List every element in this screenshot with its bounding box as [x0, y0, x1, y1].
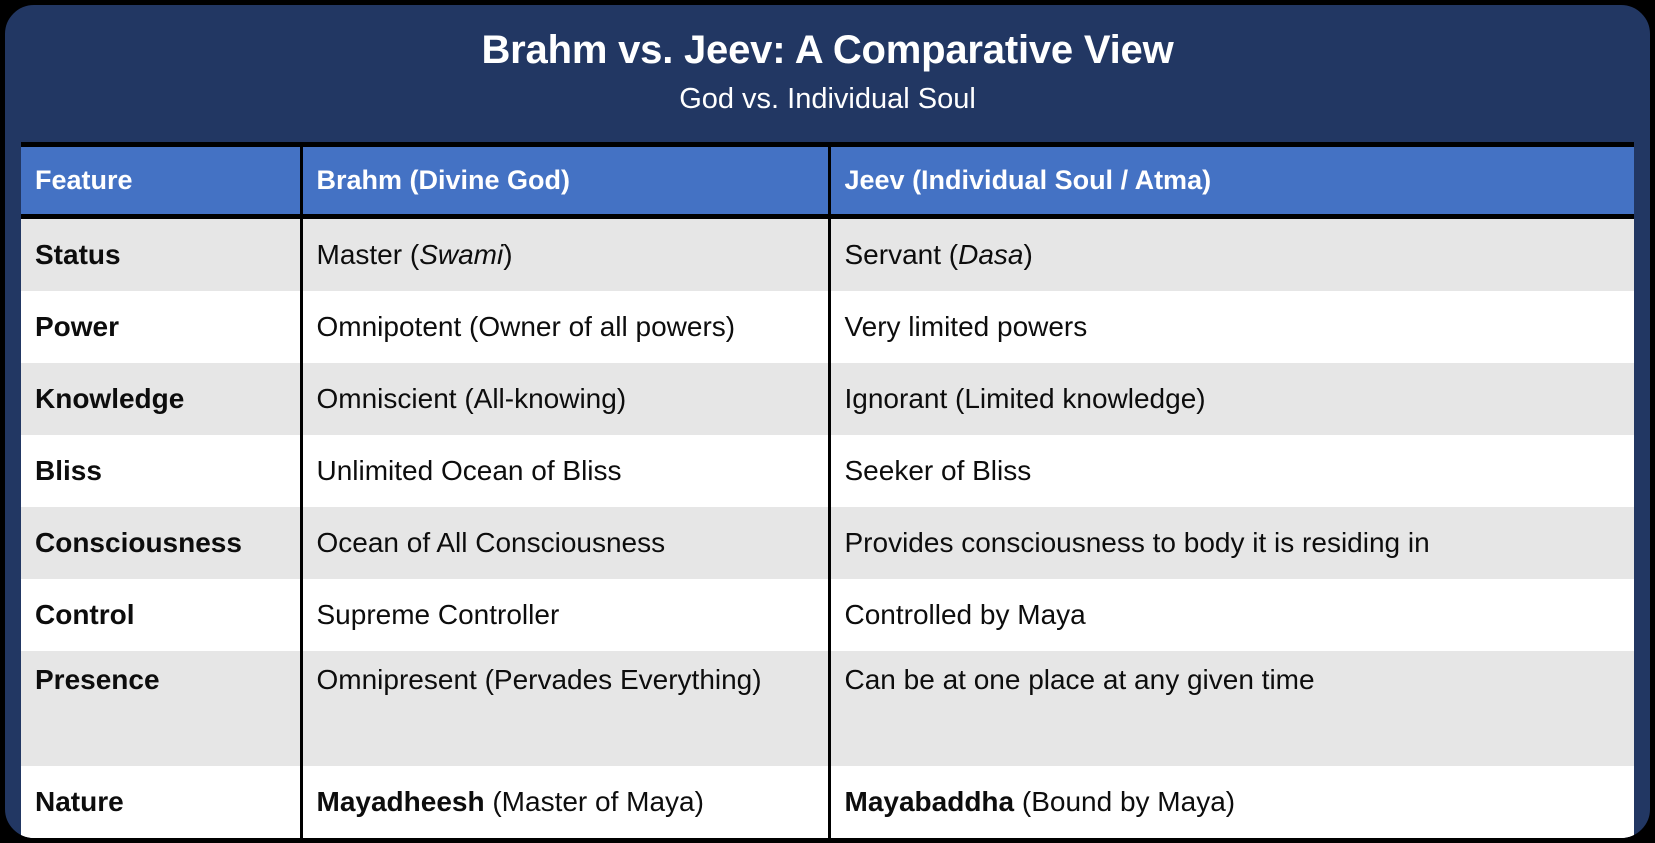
row-feature-label: Presence — [35, 664, 160, 695]
row-feature-label: Control — [35, 598, 135, 630]
table-row: Consciousness Ocean of All Consciousness… — [21, 507, 1634, 579]
row-jeev-value: Controlled by Maya — [827, 579, 1634, 651]
row-brahm-value: Supreme Controller — [299, 579, 829, 651]
row-feature-label: Power — [35, 310, 120, 342]
row-feature-label: Knowledge — [35, 382, 185, 414]
text-post: ) — [1023, 238, 1033, 270]
comparison-table-wrapper: Feature Brahm (Divine God) Jeev (Individ… — [21, 142, 1634, 838]
row-jeev-value: Seeker of Bliss — [827, 435, 1634, 507]
row-jeev-value: Very limited powers — [827, 291, 1634, 363]
row-jeev-value: Servant (Dasa) — [827, 216, 1634, 291]
table-row: Power Omnipotent (Owner of all powers) V… — [21, 291, 1634, 363]
table-row: Nature Mayadheesh (Master of Maya) Mayab… — [21, 766, 1634, 838]
text-strong: Mayadheesh — [316, 785, 485, 817]
column-header-feature: Feature — [21, 147, 301, 219]
table-row: Status Master (Swami) Servant (Dasa) — [21, 216, 1634, 291]
page-subtitle: God vs. Individual Soul — [679, 83, 976, 115]
row-brahm-value: Omnipotent (Owner of all powers) — [299, 291, 829, 363]
text-rest: (Bound by Maya) — [1014, 785, 1236, 817]
row-brahm-value: Master (Swami) — [299, 216, 829, 291]
text-emphasis: Swami — [419, 238, 504, 270]
table-row: Presence Omnipresent (Pervades Everythin… — [21, 651, 1634, 766]
table-row: Knowledge Omniscient (All-knowing) Ignor… — [21, 363, 1634, 435]
table-header-row: Feature Brahm (Divine God) Jeev (Individ… — [21, 147, 1634, 219]
text-pre: Servant ( — [844, 238, 959, 270]
text-pre: Master ( — [316, 238, 420, 270]
row-jeev-value: Provides consciousness to body it is res… — [827, 507, 1634, 579]
row-brahm-value: Omniscient (All-knowing) — [299, 363, 829, 435]
table-row: Bliss Unlimited Ocean of Bliss Seeker of… — [21, 435, 1634, 507]
page-title: Brahm vs. Jeev: A Comparative View — [481, 28, 1174, 72]
text-strong: Mayabaddha — [844, 785, 1015, 817]
text-post: ) — [503, 238, 513, 270]
row-brahm-value: Mayadheesh (Master of Maya) — [299, 766, 829, 838]
text-rest: (Master of Maya) — [484, 785, 704, 817]
table-row: Control Supreme Controller Controlled by… — [21, 579, 1634, 651]
row-feature-label: Status — [35, 238, 121, 270]
row-jeev-value: Ignorant (Limited knowledge) — [827, 363, 1634, 435]
row-brahm-value: Ocean of All Consciousness — [299, 507, 829, 579]
table-body: Status Master (Swami) Servant (Dasa) Pow… — [21, 216, 1634, 838]
row-jeev-value: Can be at one place at any given time — [827, 651, 1634, 766]
row-brahm-value: Unlimited Ocean of Bliss — [299, 435, 829, 507]
column-header-brahm: Brahm (Divine God) — [299, 147, 829, 219]
comparison-table: Feature Brahm (Divine God) Jeev (Individ… — [21, 147, 1634, 838]
row-feature-label: Nature — [35, 785, 124, 817]
title-block: Brahm vs. Jeev: A Comparative View God v… — [5, 5, 1650, 117]
table-header: Feature Brahm (Divine God) Jeev (Individ… — [21, 147, 1634, 219]
row-brahm-value: Omnipresent (Pervades Everything) — [299, 651, 829, 766]
row-feature-label: Bliss — [35, 454, 102, 486]
row-jeev-value: Mayabaddha (Bound by Maya) — [827, 766, 1634, 838]
column-header-jeev: Jeev (Individual Soul / Atma) — [827, 147, 1634, 219]
text-emphasis: Dasa — [958, 238, 1024, 270]
row-feature-label: Consciousness — [35, 526, 242, 558]
